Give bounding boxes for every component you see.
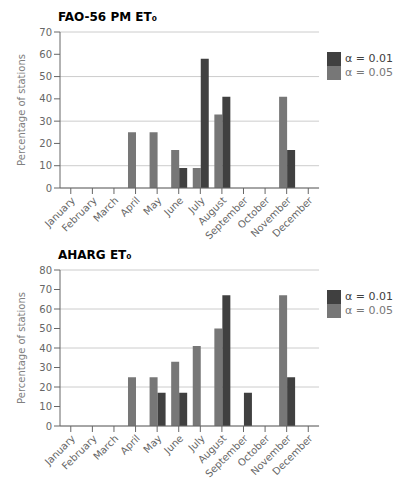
svg-text:30: 30 — [39, 362, 52, 373]
svg-text:10: 10 — [39, 160, 52, 171]
svg-text:July: July — [186, 432, 207, 454]
svg-text:March: March — [91, 433, 120, 462]
svg-text:May: May — [141, 433, 163, 455]
svg-text:August: August — [195, 194, 229, 228]
svg-text:December: December — [270, 194, 315, 239]
html-text:α = 0.01: α = 0.01 — [345, 52, 393, 65]
svg-text:April: April — [118, 195, 142, 219]
svg-text:June: June — [161, 433, 185, 457]
html-text:AHARG ET₀: AHARG ET₀ — [58, 248, 132, 262]
svg-text:40: 40 — [39, 93, 52, 104]
svg-text:10: 10 — [39, 401, 52, 412]
svg-text:June: June — [161, 195, 185, 219]
svg-text:September: September — [203, 432, 250, 480]
svg-text:October: October — [235, 432, 272, 469]
svg-text:February: February — [59, 432, 99, 472]
svg-text:40: 40 — [39, 343, 52, 354]
svg-text:January: January — [42, 432, 78, 468]
svg-text:September: September — [203, 194, 250, 242]
svg-text:60: 60 — [39, 49, 52, 60]
svg-text:February: February — [59, 194, 99, 234]
html-text:α = 0.05: α = 0.05 — [345, 304, 393, 317]
svg-text:20: 20 — [39, 138, 52, 149]
svg-text:December: December — [270, 432, 315, 477]
svg-text:January: January — [42, 194, 78, 230]
svg-text:May: May — [141, 195, 163, 217]
svg-text:30: 30 — [39, 116, 52, 127]
html-text:FAO-56 PM ET₀: FAO-56 PM ET₀ — [58, 10, 157, 24]
html-text:α = 0.05: α = 0.05 — [345, 66, 393, 79]
html-text:α = 0.01: α = 0.01 — [345, 290, 393, 303]
svg-text:50: 50 — [39, 323, 52, 334]
svg-text:60: 60 — [39, 304, 52, 315]
svg-text:20: 20 — [39, 382, 52, 393]
svg-text:October: October — [235, 194, 272, 231]
svg-text:Percentage of stations: Percentage of stations — [16, 54, 27, 166]
svg-text:March: March — [91, 195, 120, 224]
svg-text:November: November — [248, 194, 294, 240]
svg-text:August: August — [195, 432, 229, 466]
svg-text:70: 70 — [39, 27, 52, 38]
svg-text:April: April — [118, 433, 142, 457]
svg-text:Percentage of stations: Percentage of stations — [16, 292, 27, 404]
svg-text:80: 80 — [39, 265, 52, 276]
svg-text:0: 0 — [46, 183, 52, 194]
svg-text:50: 50 — [39, 71, 52, 82]
svg-text:July: July — [186, 194, 207, 216]
svg-text:70: 70 — [39, 284, 52, 295]
svg-text:0: 0 — [46, 421, 52, 432]
svg-text:November: November — [248, 432, 294, 478]
